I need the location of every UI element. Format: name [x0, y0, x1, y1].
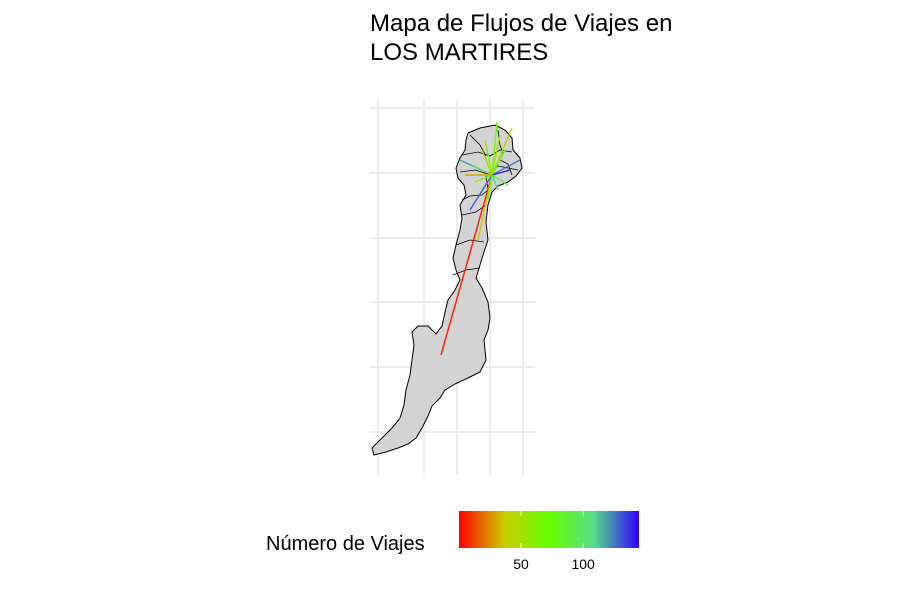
- locality-boundary: [499, 159, 513, 176]
- flow-line: [491, 174, 499, 191]
- flow-line: [491, 149, 506, 176]
- locality-boundary: [452, 267, 481, 276]
- flow-line: [487, 174, 493, 201]
- flow-line: [491, 159, 521, 176]
- flow-line: [491, 169, 511, 176]
- flow-line: [491, 121, 498, 176]
- legend-tick-label: 100: [571, 556, 595, 572]
- flow-line: [474, 174, 493, 183]
- locality-boundary: [459, 165, 519, 175]
- flow-line: [491, 134, 501, 176]
- bogota-region-outline: [371, 124, 523, 456]
- locality-boundary: [469, 134, 487, 157]
- flow-line: [471, 164, 493, 176]
- locality-boundary: [455, 239, 485, 246]
- flow-line: [440, 174, 493, 356]
- flow-line: [481, 149, 493, 176]
- locality-boundary: [461, 175, 489, 201]
- flow-lines: [440, 121, 521, 356]
- flow-line: [484, 139, 493, 176]
- map-title: Mapa de Flujos de Viajes en LOS MARTIRES: [370, 10, 673, 66]
- legend-tick-label: 50: [513, 556, 529, 572]
- flow-line: [469, 174, 493, 211]
- legend-colorbar: [459, 511, 639, 548]
- flow-line: [491, 174, 509, 186]
- legend-title: Número de Viajes: [266, 533, 425, 555]
